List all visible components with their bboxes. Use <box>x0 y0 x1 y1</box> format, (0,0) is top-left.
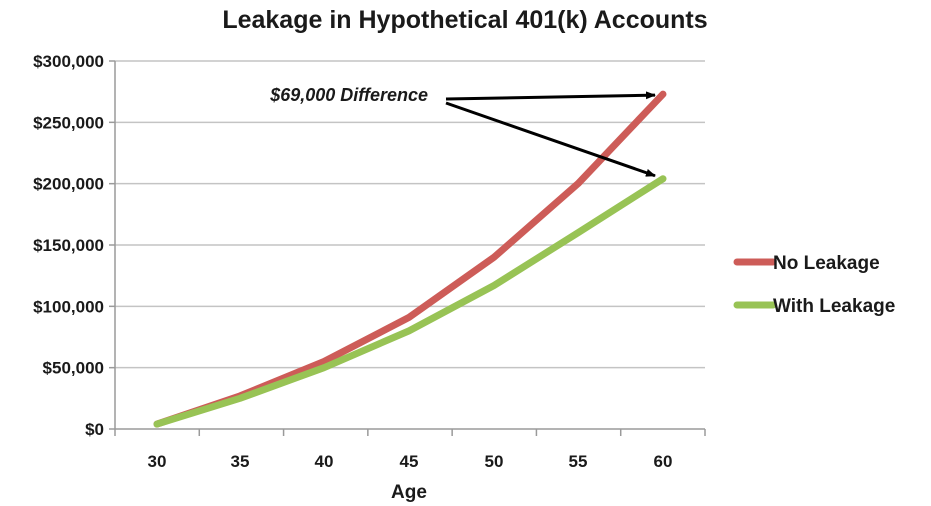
y-tick-label: $50,000 <box>43 359 104 378</box>
series-line-no-leakage <box>153 90 667 428</box>
series-lines <box>153 90 667 428</box>
annotation-arrow <box>445 101 656 178</box>
x-axis-title: Age <box>391 482 427 503</box>
y-tick-label: $300,000 <box>33 52 104 71</box>
gridlines <box>109 60 705 430</box>
x-tick-label: 40 <box>315 452 334 471</box>
x-tick-label: 30 <box>148 452 167 471</box>
y-tick-label: $150,000 <box>33 236 104 255</box>
annotation-text: $69,000 Difference <box>269 85 428 105</box>
legend-label: No Leakage <box>773 253 880 274</box>
x-tick-labels: 30 35 40 45 50 55 60 <box>148 452 673 471</box>
axes <box>114 61 706 436</box>
x-tick-label: 50 <box>485 452 504 471</box>
x-tick-label: 45 <box>400 452 419 471</box>
annotation: $69,000 Difference <box>269 85 656 178</box>
y-tick-label: $100,000 <box>33 297 104 316</box>
y-tick-label: $200,000 <box>33 175 104 194</box>
legend-label: With Leakage <box>773 296 895 317</box>
x-tick-label: 60 <box>654 452 673 471</box>
chart-title: Leakage in Hypothetical 401(k) Accounts <box>222 6 707 34</box>
x-tick-label: 35 <box>231 452 250 471</box>
series-line-with-leakage <box>153 175 667 428</box>
legend: No Leakage With Leakage <box>733 253 895 317</box>
x-tick-label: 55 <box>569 452 588 471</box>
y-tick-label: $250,000 <box>33 113 104 132</box>
annotation-arrow <box>445 91 656 101</box>
y-tick-label: $0 <box>85 420 104 439</box>
y-tick-labels: $0 $50,000 $100,000 $150,000 $200,000 $250,00… <box>33 52 104 439</box>
